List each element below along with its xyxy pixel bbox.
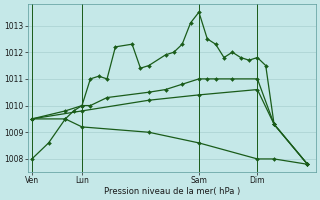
- X-axis label: Pression niveau de la mer( hPa ): Pression niveau de la mer( hPa ): [104, 187, 240, 196]
